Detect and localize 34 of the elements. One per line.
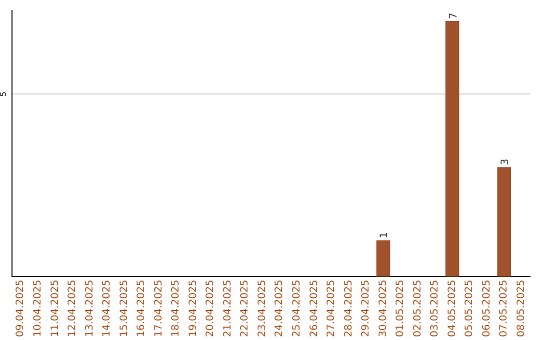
x-tick-label: 28.04.2025 — [343, 280, 354, 338]
x-tick-label: 01.05.2025 — [395, 280, 406, 338]
x-tick-label: 18.04.2025 — [170, 280, 182, 338]
x-tick-label: 26.04.2025 — [308, 280, 320, 338]
data-label: 7 — [448, 12, 460, 19]
x-tick-label: 16.04.2025 — [136, 280, 148, 338]
x-tick-label: 30.04.2025 — [378, 280, 389, 338]
x-tick-label: 27.04.2025 — [326, 280, 338, 338]
x-tick-label: 29.04.2025 — [360, 280, 372, 338]
x-tick-label: 17.04.2025 — [153, 280, 164, 338]
data-label: 3 — [500, 158, 512, 166]
x-tick-label: 05.05.2025 — [464, 280, 476, 338]
x-tick-label: 22.04.2025 — [240, 280, 251, 338]
x-tick-label: 11.04.2025 — [50, 280, 61, 338]
x-tick-label: 12.04.2025 — [67, 280, 78, 338]
x-tick-label: 24.04.2025 — [274, 280, 286, 338]
x-tick-label: 07.05.2025 — [498, 280, 510, 338]
x-tick-label: 21.04.2025 — [222, 280, 234, 338]
x-tick-label: 04.05.2025 — [446, 280, 458, 338]
x-tick-label: 02.05.2025 — [412, 280, 424, 338]
x-tick-label: 10.04.2025 — [32, 280, 44, 338]
x-tick-label: 14.04.2025 — [102, 280, 113, 338]
x-tick-label: 03.05.2025 — [430, 280, 441, 338]
x-tick-label: 19.04.2025 — [188, 280, 199, 338]
ref-line-label: 5 — [0, 91, 8, 97]
x-tick-label: 15.04.2025 — [118, 280, 130, 338]
x-tick-label: 09.04.2025 — [15, 280, 26, 338]
x-tick-label: 25.04.2025 — [291, 280, 302, 338]
x-tick-label: 08.05.2025 — [516, 280, 527, 338]
x-tick-label: 20.04.2025 — [205, 280, 216, 338]
x-tick-label: 13.04.2025 — [84, 280, 96, 338]
data-label: 1 — [379, 232, 390, 238]
x-tick-label: 23.04.2025 — [256, 280, 268, 338]
x-tick-label: 06.05.2025 — [481, 280, 492, 338]
